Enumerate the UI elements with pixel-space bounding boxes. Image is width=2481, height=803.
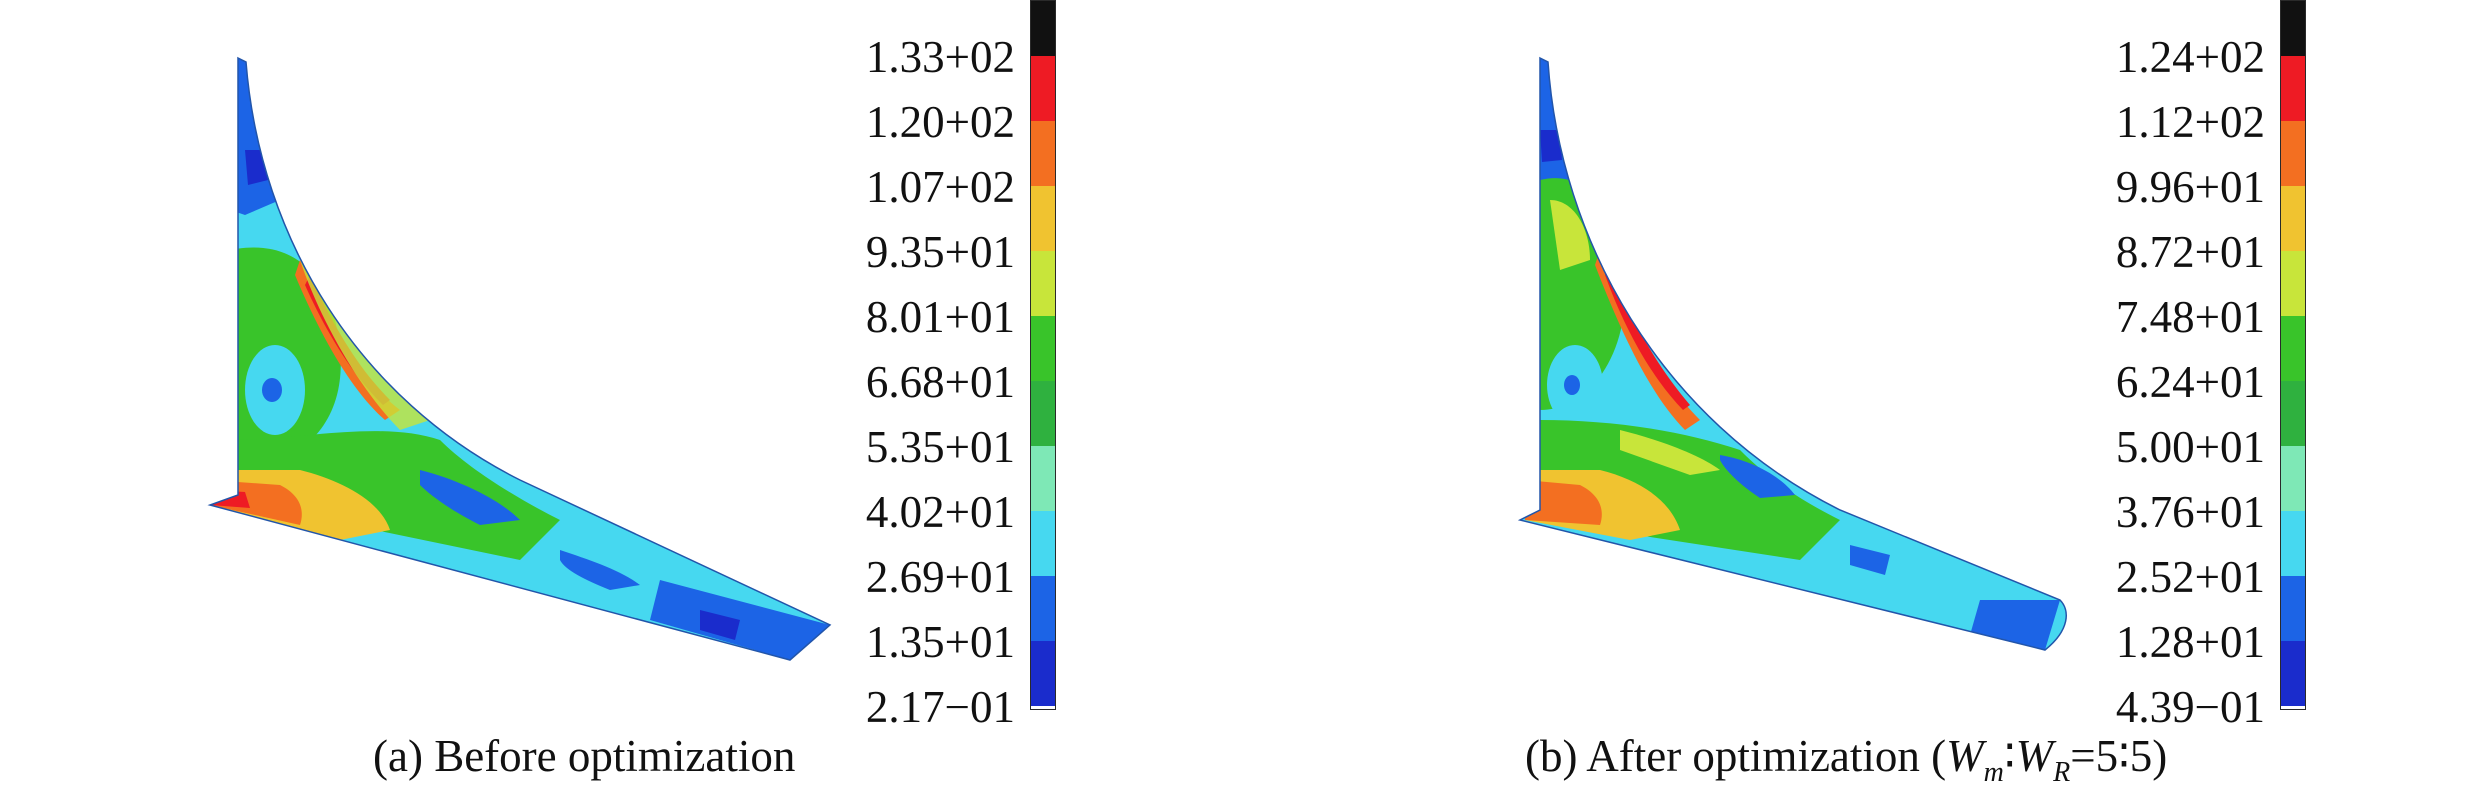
- colorbar-after: [2280, 0, 2306, 710]
- panel-before-optimization: 1.33+02 1.20+02 1.07+02 9.35+01 8.01+01 …: [0, 0, 1240, 803]
- caption-ratio-value: =5∶5): [2070, 731, 2168, 781]
- legend-label: 2.52+01: [2115, 552, 2265, 602]
- legend-label: 6.24+01: [2115, 357, 2265, 407]
- legend-label: 5.35+01: [865, 422, 1015, 472]
- legend-label: 1.24+02: [2115, 32, 2265, 82]
- legend-label: 1.28+01: [2115, 617, 2265, 667]
- legend-label: 4.39−01: [2115, 682, 2265, 732]
- legend-label: 8.01+01: [865, 292, 1015, 342]
- legend-label: 7.48+01: [2115, 292, 2265, 342]
- legend-label: 2.17−01: [865, 682, 1015, 732]
- caption-subscript: m: [1983, 757, 2004, 788]
- panel-after-optimization: 1.24+02 1.12+02 9.96+01 8.72+01 7.48+01 …: [1240, 0, 2481, 803]
- caption-weight-symbol: W: [1946, 731, 1984, 781]
- caption-subscript: R: [2053, 757, 2071, 788]
- legend-label: 3.76+01: [2115, 487, 2265, 537]
- legend-label: 2.69+01: [865, 552, 1015, 602]
- caption-weight-symbol: W: [2015, 731, 2054, 781]
- legend-label: 8.72+01: [2115, 227, 2265, 277]
- legend-label: 6.68+01: [865, 357, 1015, 407]
- legend-label: 1.07+02: [865, 162, 1015, 212]
- legend-label: 1.12+02: [2115, 97, 2265, 147]
- legend-label: 1.20+02: [865, 97, 1015, 147]
- legend-label: 1.35+01: [865, 617, 1015, 667]
- legend-label: 5.00+01: [2115, 422, 2265, 472]
- legend-label: 4.02+01: [865, 487, 1015, 537]
- colorbar-before: [1030, 0, 1056, 710]
- caption-text: (b) After optimization (: [1525, 731, 1947, 781]
- legend-label: 9.96+01: [2115, 162, 2265, 212]
- caption-before: (a) Before optimization: [373, 731, 796, 781]
- stress-contour-plot-before: [207, 56, 832, 661]
- legend-label: 1.33+02: [865, 32, 1015, 82]
- caption-after: (b) After optimization (Wm∶WR=5∶5): [1525, 728, 2167, 801]
- legend-label: 9.35+01: [865, 227, 1015, 277]
- stress-contour-plot-after: [1517, 56, 2067, 651]
- caption-ratio-sign: ∶: [2003, 731, 2016, 781]
